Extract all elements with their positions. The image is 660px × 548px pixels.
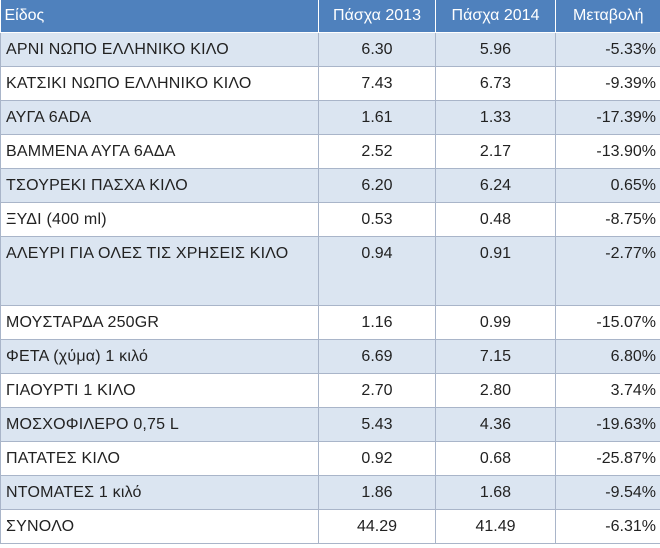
change-cell: -9.39%	[555, 66, 660, 101]
price-2013-cell: 5.43	[318, 407, 436, 442]
price-2013-cell: 7.43	[318, 66, 436, 101]
change-cell: 6.80%	[555, 339, 660, 374]
price-2014-cell: 41.49	[435, 509, 556, 544]
table-row: ΓΙΑΟΥΡΤΙ 1 ΚΙΛΟ 2.70 2.80 3.74%	[0, 373, 660, 408]
table-row: ΜΟΥΣΤΑΡΔΑ 250GR 1.16 0.99 -15.07%	[0, 305, 660, 340]
price-2013-cell: 6.20	[318, 168, 436, 203]
price-2013-cell: 1.16	[318, 305, 436, 340]
price-2014-cell: 4.36	[435, 407, 556, 442]
header-item: Είδος	[0, 0, 319, 33]
price-2013-cell: 1.86	[318, 475, 436, 510]
change-cell: 3.74%	[555, 373, 660, 408]
price-2014-cell: 2.17	[435, 134, 556, 169]
price-2013-cell: 1.61	[318, 100, 436, 135]
table-row: ΦΕΤΑ (χύμα) 1 κιλό 6.69 7.15 6.80%	[0, 339, 660, 374]
table-row: ΑΡΝΙ ΝΩΠΟ ΕΛΛΗΝΙΚΟ ΚΙΛΟ 6.30 5.96 -5.33%	[0, 32, 660, 67]
price-2014-cell: 6.73	[435, 66, 556, 101]
price-2014-cell: 6.24	[435, 168, 556, 203]
item-name-cell: ΣΥΝΟΛΟ	[0, 509, 319, 544]
item-name-cell: ΑΛΕΥΡΙ ΓΙΑ ΟΛΕΣ ΤΙΣ ΧΡΗΣΕΙΣ ΚΙΛΟ	[0, 236, 319, 306]
change-cell: -15.07%	[555, 305, 660, 340]
price-2014-cell: 0.68	[435, 441, 556, 476]
price-2014-cell: 0.91	[435, 236, 556, 306]
item-name-cell: ΚΑΤΣΙΚΙ ΝΩΠΟ ΕΛΛΗΝΙΚΟ ΚΙΛΟ	[0, 66, 319, 101]
price-2013-cell: 0.92	[318, 441, 436, 476]
price-2014-cell: 0.48	[435, 202, 556, 237]
change-cell: -2.77%	[555, 236, 660, 306]
change-cell: -8.75%	[555, 202, 660, 237]
item-name-cell: ΑΥΓΑ 6ΑDΑ	[0, 100, 319, 135]
price-2014-cell: 7.15	[435, 339, 556, 374]
table-body: ΑΡΝΙ ΝΩΠΟ ΕΛΛΗΝΙΚΟ ΚΙΛΟ 6.30 5.96 -5.33% ΚΑΤ…	[0, 32, 660, 544]
table-row: ΑΥΓΑ 6ΑDΑ 1.61 1.33 -17.39%	[0, 100, 660, 135]
item-name-cell: ΠΑΤΑΤΕΣ ΚΙΛΟ	[0, 441, 319, 476]
change-cell: -19.63%	[555, 407, 660, 442]
price-2014-cell: 2.80	[435, 373, 556, 408]
item-name-cell: ΝΤΟΜΑΤΕΣ 1 κιλό	[0, 475, 319, 510]
price-2013-cell: 0.94	[318, 236, 436, 306]
item-name-cell: ΜΟΣΧΟΦΙΛΕΡΟ 0,75 L	[0, 407, 319, 442]
item-name-cell: ΓΙΑΟΥΡΤΙ 1 ΚΙΛΟ	[0, 373, 319, 408]
table-row: ΜΟΣΧΟΦΙΛΕΡΟ 0,75 L 5.43 4.36 -19.63%	[0, 407, 660, 442]
price-2014-cell: 1.33	[435, 100, 556, 135]
table-row: ΞΥΔΙ (400 ml) 0.53 0.48 -8.75%	[0, 202, 660, 237]
item-name-cell: ΜΟΥΣΤΑΡΔΑ 250GR	[0, 305, 319, 340]
item-name-cell: ΑΡΝΙ ΝΩΠΟ ΕΛΛΗΝΙΚΟ ΚΙΛΟ	[0, 32, 319, 67]
total-row: ΣΥΝΟΛΟ 44.29 41.49 -6.31%	[0, 509, 660, 544]
item-name-cell: ΞΥΔΙ (400 ml)	[0, 202, 319, 237]
price-2014-cell: 1.68	[435, 475, 556, 510]
header-easter-2014: Πάσχα 2014	[435, 0, 556, 33]
item-name-cell: ΦΕΤΑ (χύμα) 1 κιλό	[0, 339, 319, 374]
price-2013-cell: 2.52	[318, 134, 436, 169]
price-2014-cell: 0.99	[435, 305, 556, 340]
price-2013-cell: 6.69	[318, 339, 436, 374]
change-cell: -25.87%	[555, 441, 660, 476]
change-cell: -17.39%	[555, 100, 660, 135]
price-2013-cell: 6.30	[318, 32, 436, 67]
change-cell: 0.65%	[555, 168, 660, 203]
header-change: Μεταβολή	[555, 0, 660, 33]
change-cell: -6.31%	[555, 509, 660, 544]
table-header: Είδος Πάσχα 2013 Πάσχα 2014 Μεταβολή	[0, 0, 660, 33]
table-row: ΤΣΟΥΡΕΚΙ ΠΑΣΧΑ ΚΙΛΟ 6.20 6.24 0.65%	[0, 168, 660, 203]
price-2014-cell: 5.96	[435, 32, 556, 67]
item-name-cell: ΒΑΜΜΕΝΑ ΑΥΓΑ 6ΑΔΑ	[0, 134, 319, 169]
table-row: ΠΑΤΑΤΕΣ ΚΙΛΟ 0.92 0.68 -25.87%	[0, 441, 660, 476]
price-2013-cell: 2.70	[318, 373, 436, 408]
table-row: ΚΑΤΣΙΚΙ ΝΩΠΟ ΕΛΛΗΝΙΚΟ ΚΙΛΟ 7.43 6.73 -9.39%	[0, 66, 660, 101]
table-row: ΒΑΜΜΕΝΑ ΑΥΓΑ 6ΑΔΑ 2.52 2.17 -13.90%	[0, 134, 660, 169]
header-row: Είδος Πάσχα 2013 Πάσχα 2014 Μεταβολή	[0, 0, 660, 33]
change-cell: -13.90%	[555, 134, 660, 169]
price-2013-cell: 0.53	[318, 202, 436, 237]
price-2013-cell: 44.29	[318, 509, 436, 544]
table-row: ΝΤΟΜΑΤΕΣ 1 κιλό 1.86 1.68 -9.54%	[0, 475, 660, 510]
change-cell: -5.33%	[555, 32, 660, 67]
table-row: ΑΛΕΥΡΙ ΓΙΑ ΟΛΕΣ ΤΙΣ ΧΡΗΣΕΙΣ ΚΙΛΟ 0.94 0.91…	[0, 236, 660, 306]
change-cell: -9.54%	[555, 475, 660, 510]
item-name-cell: ΤΣΟΥΡΕΚΙ ΠΑΣΧΑ ΚΙΛΟ	[0, 168, 319, 203]
header-easter-2013: Πάσχα 2013	[318, 0, 436, 33]
